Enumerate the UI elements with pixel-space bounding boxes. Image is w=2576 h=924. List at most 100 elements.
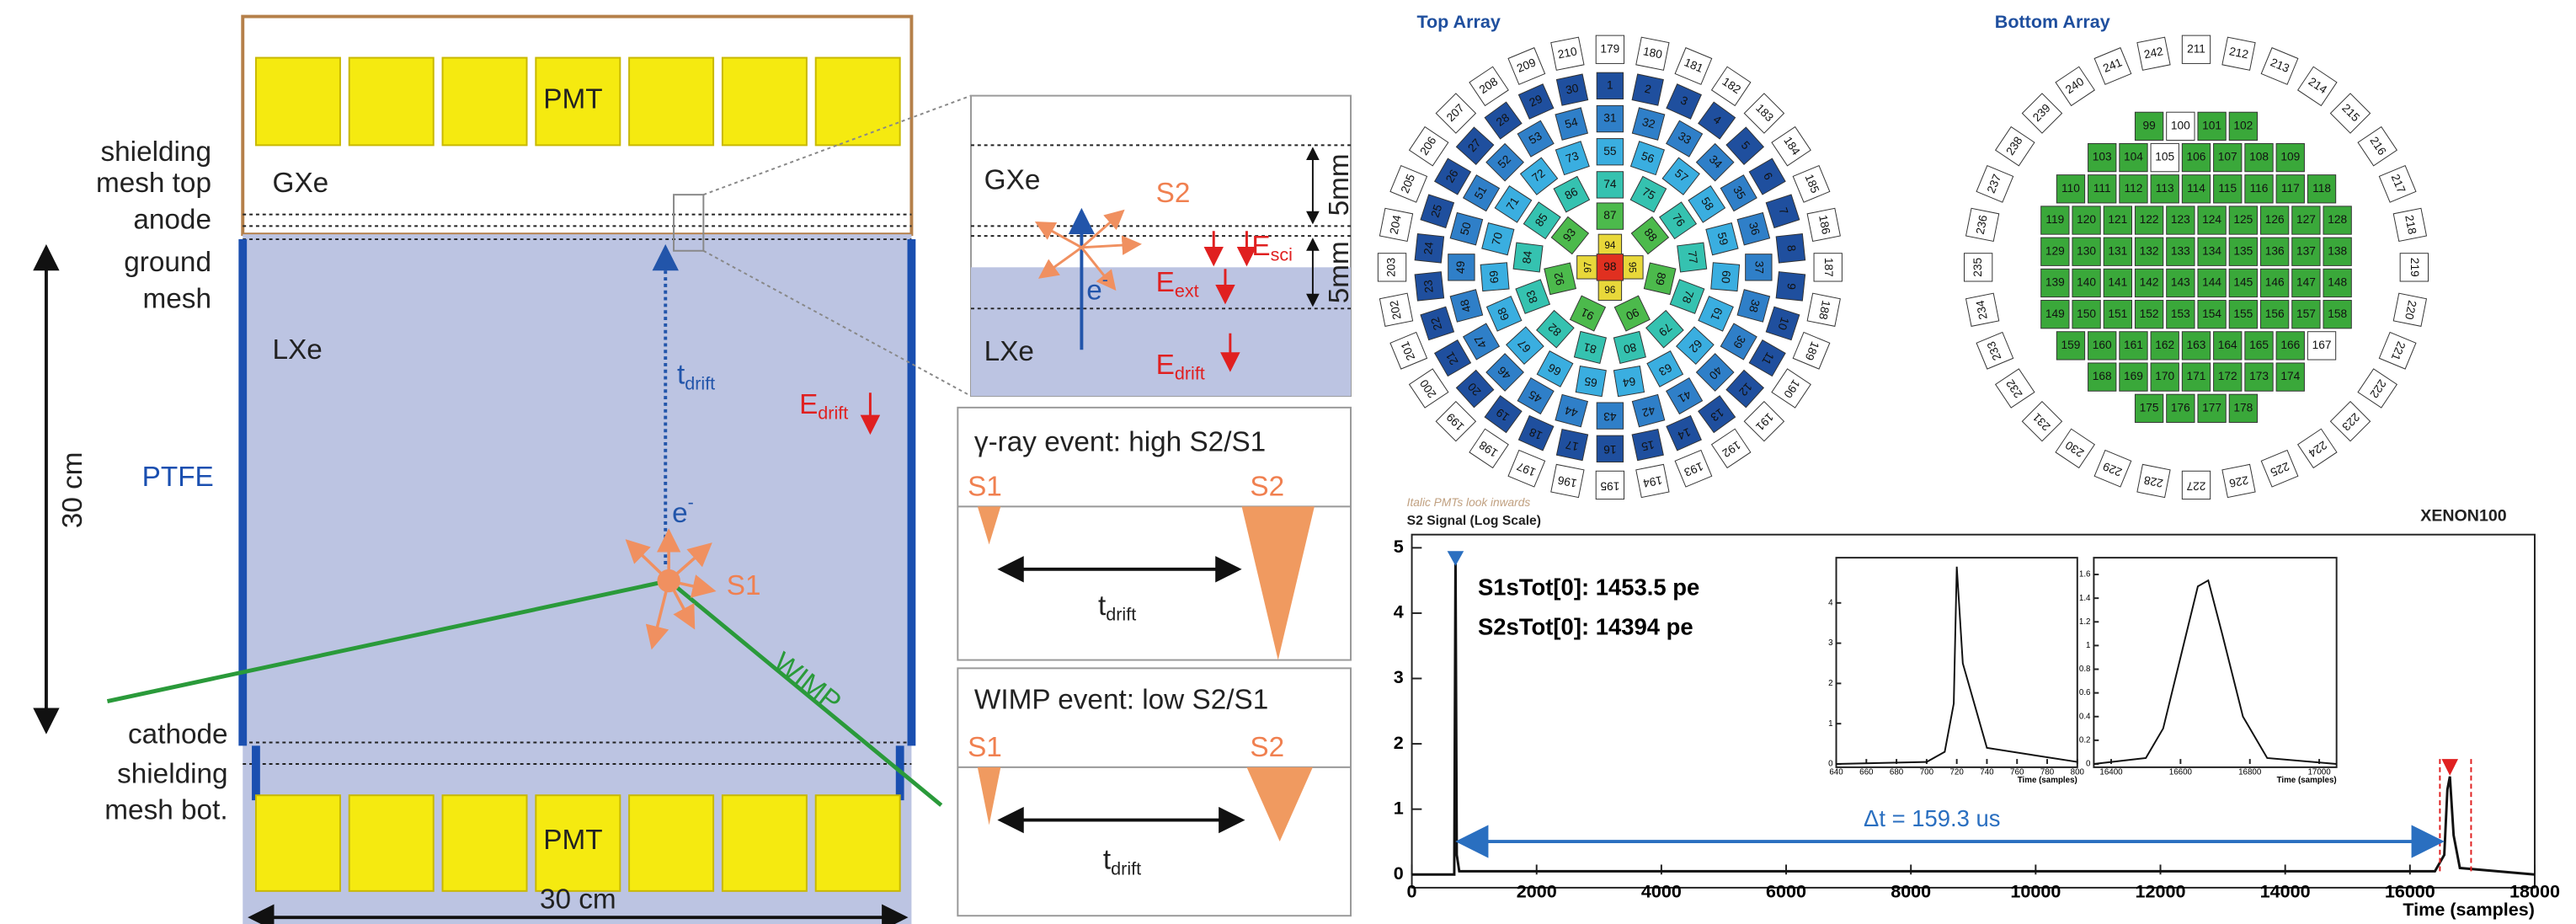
pmt-cell: 161 [2120, 332, 2147, 360]
pmt-cell: 63 [1647, 351, 1683, 387]
pmt-number: 117 [2281, 182, 2300, 195]
pmt-cell: 119 [2041, 206, 2069, 234]
pmt-cell: 28 [1485, 102, 1522, 139]
pmt-cell: 118 [2307, 175, 2335, 203]
pmt-number: 161 [2124, 339, 2143, 351]
pmt-cell: 149 [2041, 301, 2069, 328]
pmt-number: 167 [2312, 339, 2332, 351]
pmt-cell: 182 [1712, 67, 1751, 105]
pmt-cell: 213 [2261, 48, 2298, 85]
pmt-number: 64 [1621, 375, 1636, 389]
pmt-cell: 198 [1469, 429, 1508, 467]
pmt-cell: 164 [2214, 332, 2242, 360]
y-tick-label: 0 [1394, 863, 1404, 884]
pmt-cell: 234 [1966, 293, 1999, 326]
pmt-cell: 67 [1507, 327, 1544, 364]
pmt-cell: 222 [2358, 369, 2397, 408]
pmt-cell: 81 [1574, 331, 1606, 363]
pmt-number: 65 [1583, 375, 1598, 389]
pmt-number: 123 [2171, 213, 2190, 226]
pmt-cell: 226 [2222, 464, 2255, 497]
note: S2 Signal (Log Scale) [1407, 514, 1541, 528]
pmt-cell: 36 [1737, 213, 1769, 245]
text-sup: - [688, 491, 694, 512]
pmt-number: 129 [2045, 244, 2065, 257]
text-main: e [672, 498, 688, 529]
pmt-number: 106 [2187, 151, 2206, 163]
pmt-number: 118 [2312, 182, 2331, 195]
pmt-cell: 87 [1597, 203, 1623, 229]
pmt-cell: 107 [2214, 143, 2242, 171]
pmt-cell: 197 [1508, 450, 1545, 487]
pmt-number: 137 [2296, 244, 2316, 257]
pmt-number: 84 [1520, 250, 1534, 264]
pmt-number: 95 [1626, 262, 1637, 274]
pmt-cell: 79 [1646, 311, 1683, 348]
pmt-cell: 80 [1613, 331, 1645, 363]
pmt-number: 131 [2108, 244, 2127, 257]
pmt [723, 795, 807, 891]
text-sub: drift [1111, 857, 1141, 879]
pmt-cell: 68 [1487, 296, 1522, 331]
pmt-cell: 162 [2151, 332, 2179, 360]
pmt-cell: 9 [1776, 272, 1805, 301]
label: ground [124, 247, 211, 278]
pmt-cell: 218 [2393, 208, 2426, 241]
y-tick-label: 1.6 [2079, 570, 2091, 580]
y-tick-label: 1.4 [2079, 594, 2091, 603]
pmt-number: 211 [2187, 42, 2205, 55]
pmt-cell: 55 [1597, 139, 1623, 165]
pmt-cell: 15 [1632, 430, 1663, 461]
pmt-cell: 29 [1518, 84, 1553, 119]
x-tick-label: 8000 [1891, 880, 1931, 901]
pmt-cell: 165 [2245, 332, 2273, 360]
pmt-cell: 152 [2135, 301, 2163, 328]
pmt-cell: 123 [2167, 206, 2195, 234]
pmt-number: 136 [2265, 244, 2285, 257]
pmt-cell: 199 [1436, 402, 1475, 441]
pmt-cell: 106 [2182, 143, 2210, 171]
pmt-cell: 112 [2120, 175, 2147, 203]
y-tick-label: 5 [1394, 536, 1404, 557]
pmt-number: 143 [2171, 276, 2190, 289]
event-title: γ-ray event: high S2/S1 [974, 427, 1266, 458]
pmt-number: 141 [2108, 276, 2127, 289]
pmt-cell: 207 [1436, 93, 1475, 133]
pmt-cell: 31 [1597, 105, 1623, 131]
pmt-number: 98 [1603, 260, 1617, 273]
pmt-cell: 204 [1379, 208, 1412, 241]
label: mesh top [96, 168, 211, 199]
pmt-arrays: Top Array Bottom Array Italic PMTs look … [1378, 11, 2506, 528]
pmt-cell: 200 [1410, 369, 1448, 408]
pmt-cell: 1 [1597, 72, 1623, 99]
pmt-number: 23 [1421, 279, 1436, 293]
pmt [256, 58, 340, 146]
pmt-number: 97 [1582, 262, 1593, 273]
pmt-number: 105 [2155, 151, 2174, 163]
annotation: S2sTot[0]: 14394 pe [1478, 614, 1693, 640]
text-main: e [1086, 275, 1102, 307]
pmt-number: 130 [2077, 244, 2096, 257]
label: S1 [968, 732, 1002, 763]
text-main: E [799, 389, 818, 420]
pmt-cell: 25 [1421, 195, 1454, 227]
pmt-cell: 41 [1667, 378, 1703, 414]
pmt-number: 162 [2155, 339, 2174, 351]
pmt-number: 49 [1454, 261, 1467, 274]
pmt-number: 92 [1552, 271, 1567, 286]
pmt-cell: 120 [2072, 206, 2100, 234]
pmt-cell: 60 [1711, 263, 1740, 291]
x-tick-label: 660 [1859, 767, 1874, 777]
x-tick-label: 680 [1890, 767, 1904, 777]
pmt-cell: 239 [2022, 93, 2061, 133]
x-tick-label: 2000 [1517, 880, 1557, 901]
pmt-cell: 37 [1746, 254, 1772, 280]
pmt-number: 150 [2077, 307, 2096, 320]
pmt-number: 9 [1784, 282, 1798, 290]
label: GXe [984, 164, 1041, 195]
pmt-cell: 230 [2056, 429, 2094, 467]
pmt-cell: 170 [2151, 363, 2179, 391]
x-tick-label: 4000 [1641, 880, 1682, 901]
y-tick-label: 1 [1394, 797, 1404, 818]
pmt-cell: 238 [1996, 127, 2035, 166]
